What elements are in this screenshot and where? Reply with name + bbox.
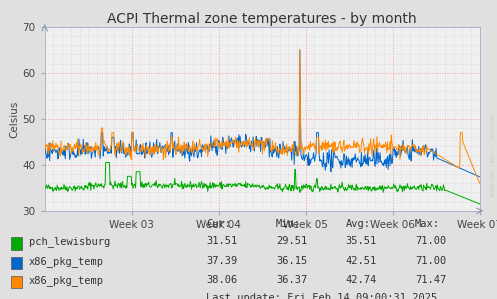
Text: x86_pkg_temp: x86_pkg_temp [29, 275, 104, 286]
Text: Cur:: Cur: [206, 219, 231, 229]
Text: 71.00: 71.00 [415, 236, 446, 246]
Text: 35.51: 35.51 [345, 236, 377, 246]
Text: 71.00: 71.00 [415, 256, 446, 266]
Title: ACPI Thermal zone temperatures - by month: ACPI Thermal zone temperatures - by mont… [107, 12, 417, 26]
Text: Max:: Max: [415, 219, 440, 229]
Text: 42.74: 42.74 [345, 275, 377, 285]
Text: Avg:: Avg: [345, 219, 370, 229]
Text: pch_lewisburg: pch_lewisburg [29, 236, 110, 247]
Text: 36.37: 36.37 [276, 275, 307, 285]
Bar [11, 276, 22, 289]
Text: x86_pkg_temp: x86_pkg_temp [29, 256, 104, 267]
Text: RRDTOOL / TOBI OETIKER: RRDTOOL / TOBI OETIKER [489, 114, 494, 196]
Text: Min:: Min: [276, 219, 301, 229]
Text: 71.47: 71.47 [415, 275, 446, 285]
Text: Last update: Fri Feb 14 09:00:31 2025: Last update: Fri Feb 14 09:00:31 2025 [206, 293, 437, 299]
Text: 42.51: 42.51 [345, 256, 377, 266]
Text: 38.06: 38.06 [206, 275, 238, 285]
Text: 29.51: 29.51 [276, 236, 307, 246]
Text: 37.39: 37.39 [206, 256, 238, 266]
Text: 31.51: 31.51 [206, 236, 238, 246]
Bar [11, 237, 22, 250]
Bar [11, 257, 22, 269]
Y-axis label: Celsius: Celsius [10, 100, 20, 138]
Text: 36.15: 36.15 [276, 256, 307, 266]
